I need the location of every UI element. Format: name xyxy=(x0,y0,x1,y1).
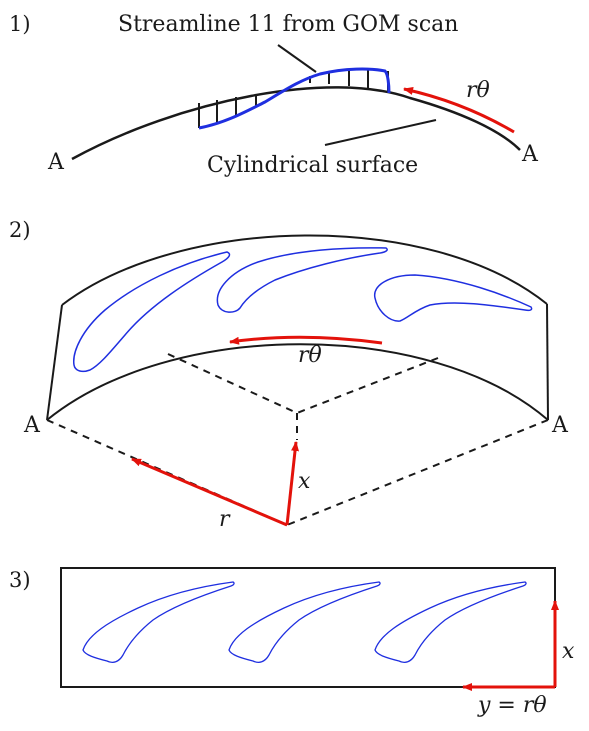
end-label-a-right-panel1: A xyxy=(521,142,539,167)
axial-label-panel2: x xyxy=(298,469,311,494)
blade-profile-flat-2 xyxy=(229,582,380,662)
step-3-label: 3) xyxy=(9,568,31,592)
end-label-a-left-panel1: A xyxy=(47,150,65,175)
construction-lines xyxy=(47,354,548,525)
r-theta-label-panel1: rθ xyxy=(466,78,490,103)
radius-arrow xyxy=(132,459,287,525)
surface-leader-line xyxy=(325,120,436,145)
r-theta-arrow-panel1 xyxy=(404,89,514,132)
streamline-leader-line xyxy=(278,45,316,72)
panel-left-edge xyxy=(47,305,62,420)
cylindrical-panel xyxy=(47,235,548,420)
cylindrical-surface-arc xyxy=(72,87,520,159)
blade-profile-2 xyxy=(217,248,387,312)
blade-profile-flat-1 xyxy=(83,582,234,662)
unwrapped-plane-rect xyxy=(61,568,555,687)
cylindrical-surface-label: Cylindrical surface xyxy=(207,153,418,178)
blade-row-flat xyxy=(83,582,526,662)
r-theta-label-panel2: rθ xyxy=(298,343,322,368)
blade-profile-3 xyxy=(375,275,532,321)
end-label-a-right-panel2: A xyxy=(551,413,569,438)
blade-profile-flat-3 xyxy=(375,582,526,662)
streamline-label: Streamline 11 from GOM scan xyxy=(118,12,458,37)
panel-right-edge xyxy=(547,304,548,420)
step-1-label: 1) xyxy=(9,12,31,36)
end-label-a-left-panel2: A xyxy=(23,413,41,438)
radius-label: r xyxy=(219,507,231,532)
axial-arrow-panel2 xyxy=(287,442,296,525)
streamline-curve xyxy=(199,69,389,128)
step-2-label: 2) xyxy=(9,218,31,242)
axial-label-panel3: x xyxy=(562,639,575,664)
tangential-label-panel3: y = rθ xyxy=(477,693,547,718)
